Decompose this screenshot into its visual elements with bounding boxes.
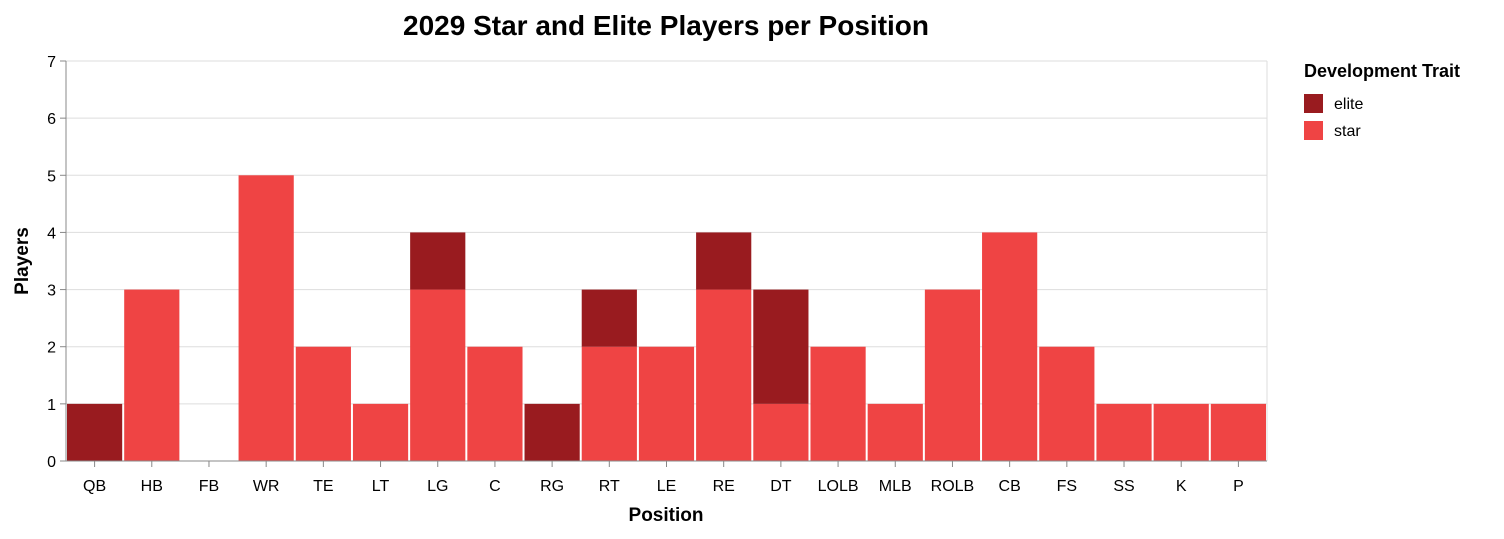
legend-label-elite: elite — [1334, 96, 1363, 113]
x-tick-label: TE — [313, 478, 333, 495]
bar-elite-dt — [753, 289, 809, 404]
x-tick-label: LT — [372, 478, 390, 495]
x-tick-label: LE — [657, 478, 677, 495]
x-tick-label: FS — [1057, 478, 1077, 495]
y-tick-label: 4 — [47, 225, 56, 242]
x-tick-label: RT — [599, 478, 620, 495]
x-tick-label: DT — [770, 478, 792, 495]
y-tick-label: 7 — [47, 54, 56, 71]
bar-star-hb — [124, 289, 180, 461]
bar-elite-lg — [410, 232, 466, 290]
chart-title: 2029 Star and Elite Players per Position — [403, 10, 929, 41]
bar-star-rolb — [924, 289, 981, 461]
y-tick-label: 3 — [47, 283, 56, 300]
x-tick-label: RE — [713, 478, 735, 495]
y-tick-label: 6 — [47, 111, 56, 128]
y-tick-label: 5 — [47, 168, 56, 185]
bar-elite-rt — [581, 289, 637, 347]
bar-star-mlb — [867, 403, 923, 461]
y-axis-title: Players — [12, 227, 33, 295]
x-tick-label: FB — [199, 478, 219, 495]
y-axis-ticks: 0 1 2 3 4 5 6 7 — [47, 54, 66, 471]
bar-star-le — [638, 346, 695, 461]
x-tick-label: LOLB — [818, 478, 859, 495]
bar-elite-rg — [524, 403, 580, 461]
x-tick-label: CB — [999, 478, 1021, 495]
x-tick-label: P — [1233, 478, 1244, 495]
bar-star-cb — [982, 232, 1038, 461]
legend-title: Development Trait — [1304, 61, 1460, 81]
x-tick-label: SS — [1113, 478, 1134, 495]
bar-elite-re — [696, 232, 752, 290]
x-axis-title: Position — [629, 505, 704, 526]
bar-star-lolb — [810, 346, 866, 461]
bar-star-re — [696, 289, 752, 461]
bar-star-wr — [238, 175, 294, 462]
y-tick-label: 2 — [47, 340, 56, 357]
x-tick-label: HB — [141, 478, 163, 495]
x-tick-label: K — [1176, 478, 1187, 495]
bars — [67, 175, 1266, 462]
x-tick-label: QB — [83, 478, 106, 495]
y-tick-label: 0 — [47, 454, 56, 471]
x-tick-label: RG — [540, 478, 564, 495]
x-tick-label: ROLB — [931, 478, 975, 495]
bar-star-ss — [1096, 403, 1152, 461]
bar-star-lg — [410, 289, 466, 461]
bar-star-lt — [352, 403, 409, 461]
bar-star-rt — [581, 346, 637, 461]
bar-star-fs — [1039, 346, 1095, 461]
bar-star-k — [1153, 403, 1209, 461]
x-tick-label: C — [489, 478, 501, 495]
legend-swatch-star — [1304, 121, 1323, 140]
bar-star-c — [467, 346, 523, 461]
y-tick-label: 1 — [47, 397, 56, 414]
bar-star-p — [1210, 403, 1266, 461]
legend-label-star: star — [1334, 123, 1361, 140]
x-tick-label: WR — [253, 478, 280, 495]
x-tick-label: MLB — [879, 478, 912, 495]
legend-swatch-elite — [1304, 94, 1323, 113]
bar-star-dt — [753, 403, 809, 461]
bar-star-te — [295, 346, 351, 461]
x-tick-label: LG — [427, 478, 448, 495]
x-axis-ticks: QB HB FB WR TE LT LG C RG RT LE RE DT LOLB MLB ROLB CB FS… — [83, 461, 1244, 495]
legend: Development Trait elite star — [1304, 61, 1460, 140]
bar-elite-qb — [67, 403, 123, 461]
